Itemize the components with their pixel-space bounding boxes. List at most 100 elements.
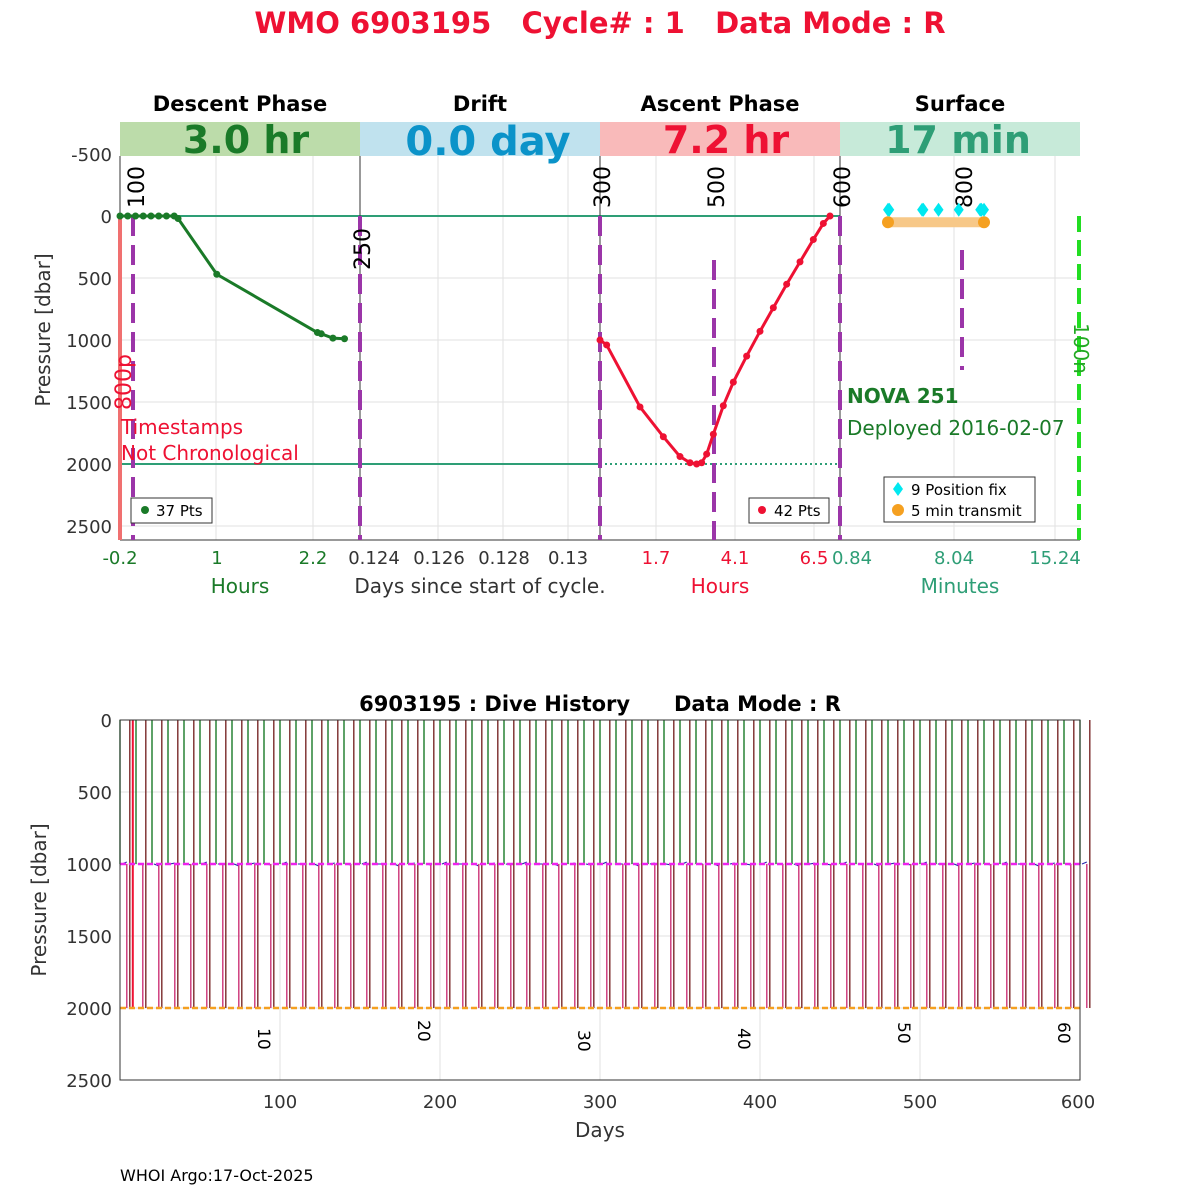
phase-title-surface: Surface <box>915 92 1005 116</box>
event-markers <box>131 216 964 540</box>
y-tick: 2500 <box>66 1071 112 1092</box>
y-tick: 500 <box>78 269 112 290</box>
phase-title-descent: Descent Phase <box>153 92 327 116</box>
legend-marker <box>758 506 766 514</box>
x-tick: 2.2 <box>299 548 328 569</box>
position-fix-point <box>933 202 944 217</box>
cycle-label: 60 <box>1053 1022 1073 1044</box>
x-tick: 0.13 <box>548 548 588 569</box>
x-tick: 6.5 <box>800 548 829 569</box>
legend-label-fix: 9 Position fix <box>911 481 1007 499</box>
duration-bar-ascent <box>600 122 840 156</box>
descent-legend: 37 Pts <box>130 497 213 524</box>
x-tick: 100 <box>263 1092 297 1113</box>
bottom-y-axis-label: Pressure [dbar] <box>27 823 51 976</box>
descent-data-point <box>329 334 337 342</box>
descent-data-point <box>317 330 325 338</box>
x-tick: 0.128 <box>478 548 530 569</box>
duration-ascent: 7.2 hr <box>663 118 790 162</box>
ascent-data-point <box>698 459 706 467</box>
marker-label-250: 250 <box>351 228 376 270</box>
legend-label-transmit: 5 min transmit <box>911 502 1022 520</box>
position-fix-point <box>884 202 895 217</box>
y-tick: 1500 <box>66 927 112 948</box>
x-tick: 1 <box>211 548 222 569</box>
ascent-x-ticks: 1.7 4.1 6.5 <box>642 548 829 569</box>
x-tick: 500 <box>903 1092 937 1113</box>
phase-title-drift: Drift <box>453 92 507 116</box>
legend-label: 42 Pts <box>774 502 821 520</box>
footer-credit: WHOI Argo:17-Oct-2025 <box>120 1166 314 1185</box>
ascent-data-point <box>809 236 817 244</box>
marker-label-300: 300 <box>591 166 616 208</box>
ascent-legend: 42 Pts <box>748 497 830 524</box>
ascent-data-point <box>756 327 764 335</box>
cycle-label: 50 <box>893 1022 913 1044</box>
drift-segment <box>1081 861 1087 865</box>
drift-segment <box>521 861 527 865</box>
drift-x-ticks: 0.124 0.126 0.128 0.13 <box>348 548 588 569</box>
marker-label-800: 800 <box>953 166 978 208</box>
descent-x-ticks: -0.2 1 2.2 <box>102 548 327 569</box>
marker-label-500: 500 <box>705 166 730 208</box>
descent-data-point <box>213 270 221 278</box>
top-y-axis-label: Pressure [dbar] <box>31 253 55 406</box>
marker-label-800p: 800p <box>112 354 137 410</box>
duration-surface: 17 min <box>885 118 1031 162</box>
transmit-point <box>978 216 990 229</box>
x-tick: -0.2 <box>102 548 137 569</box>
x-tick: 300 <box>583 1092 617 1113</box>
duration-bar-surface <box>840 122 1080 156</box>
descent-profile-line <box>120 214 345 341</box>
ascent-data-point <box>826 212 834 220</box>
ascent-profile-line <box>599 214 832 466</box>
duration-drift: 0.0 day <box>405 119 570 165</box>
x-tick: 400 <box>743 1092 777 1113</box>
warning-line-1: Timestamps <box>120 415 243 439</box>
bottom-axes-frame <box>119 719 1081 1081</box>
figure-title: WMO 6903195 Cycle# : 1 Data Mode : R <box>254 6 946 40</box>
ascent-data-point <box>819 219 827 227</box>
legend-marker-transmit <box>892 504 904 516</box>
marker-label-600: 600 <box>831 166 856 208</box>
drift-segment <box>233 863 239 867</box>
cycle-label: 20 <box>413 1020 433 1042</box>
dive-history-series-layer <box>119 720 1091 1010</box>
cycle-label: 30 <box>573 1030 593 1052</box>
descent-data-point <box>147 212 155 220</box>
x-tick: 1.7 <box>642 548 671 569</box>
x-tick: 0.126 <box>413 548 465 569</box>
phase-title-ascent: Ascent Phase <box>641 92 800 116</box>
descent-data-point <box>341 335 349 343</box>
position-fix-point <box>953 202 964 217</box>
ascent-data-point <box>636 403 644 411</box>
descent-data-point <box>139 212 147 220</box>
y-tick: 2000 <box>66 999 112 1020</box>
y-tick: -500 <box>71 145 112 166</box>
dive-history-chart: 6903195 : Dive History Data Mode : R 0 5… <box>27 692 1095 1142</box>
ascent-data-point <box>743 352 751 360</box>
position-fix-point <box>918 202 929 217</box>
ascent-data-point <box>703 450 711 458</box>
y-tick: 500 <box>78 783 112 804</box>
deployment-date: Deployed 2016-02-07 <box>847 416 1065 440</box>
ascent-data-point <box>719 402 727 410</box>
ascent-x-label: Hours <box>691 574 750 598</box>
ascent-data-point <box>596 336 604 344</box>
cycle-phase-chart: Descent Phase Drift Ascent Phase Surface… <box>31 92 1093 598</box>
ascent-data-point <box>729 378 737 386</box>
legend-label: 37 Pts <box>156 502 203 520</box>
marker-label-100: 100 <box>125 166 150 208</box>
descent-data-point <box>174 214 182 222</box>
y-tick: 0 <box>101 711 112 732</box>
y-tick: 1000 <box>66 331 112 352</box>
ascent-data-point <box>603 341 611 349</box>
x-tick: 200 <box>423 1092 457 1113</box>
surface-x-ticks: 0.84 8.04 15.24 <box>832 548 1081 569</box>
y-tick: 1000 <box>66 855 112 876</box>
dive-history-title: 6903195 : Dive History Data Mode : R <box>359 692 841 716</box>
x-tick: 0.84 <box>832 548 872 569</box>
ascent-data-point <box>709 430 717 438</box>
drift-segment <box>953 863 959 867</box>
legend-marker-fix <box>893 482 903 496</box>
